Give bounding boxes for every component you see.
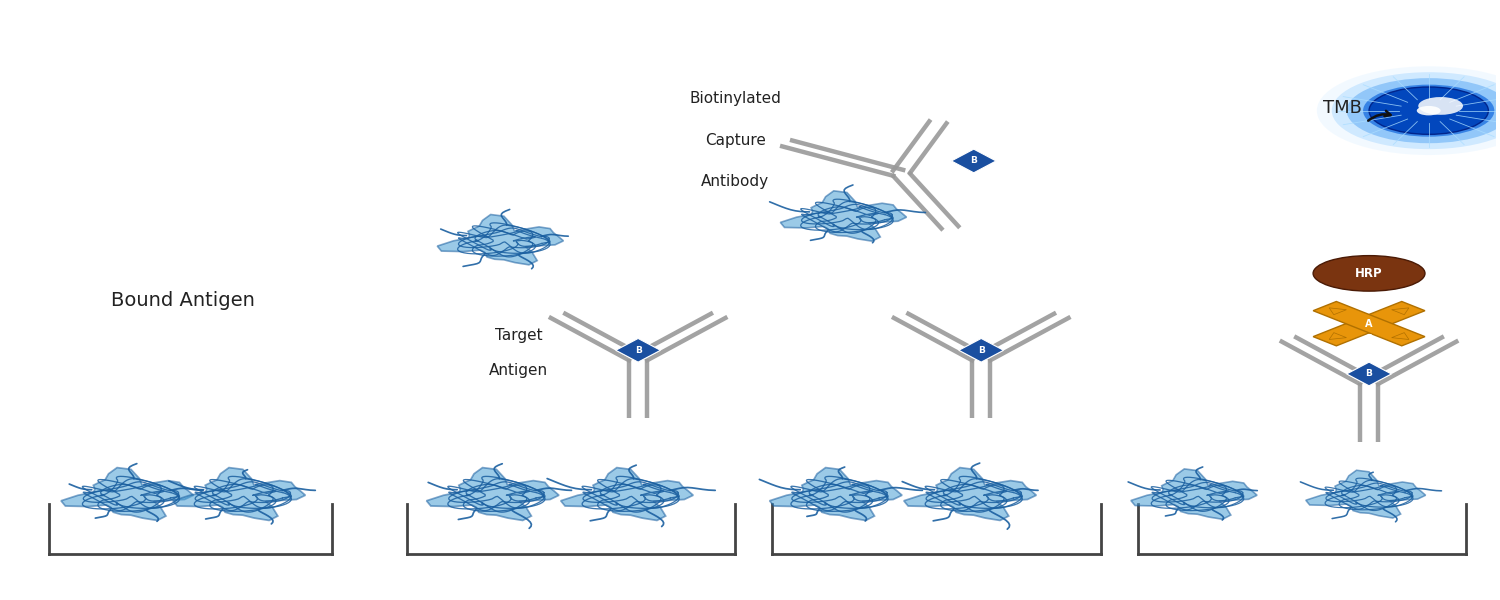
Text: TMB: TMB xyxy=(1323,99,1362,117)
Text: B: B xyxy=(970,157,976,166)
Polygon shape xyxy=(1329,308,1347,315)
Polygon shape xyxy=(1312,301,1425,346)
Polygon shape xyxy=(426,467,560,520)
Text: B: B xyxy=(978,346,984,355)
Polygon shape xyxy=(780,191,906,241)
Polygon shape xyxy=(904,467,1036,520)
Polygon shape xyxy=(1306,470,1425,518)
Text: A: A xyxy=(1365,319,1372,329)
Polygon shape xyxy=(1329,332,1347,340)
Circle shape xyxy=(1419,97,1462,115)
Text: Capture: Capture xyxy=(705,133,765,148)
Polygon shape xyxy=(1392,308,1408,315)
Polygon shape xyxy=(958,338,1004,362)
Polygon shape xyxy=(172,467,306,520)
Ellipse shape xyxy=(1312,256,1425,291)
Text: Antigen: Antigen xyxy=(489,364,549,379)
Circle shape xyxy=(1418,106,1440,115)
Text: B: B xyxy=(1365,370,1372,379)
Polygon shape xyxy=(438,215,564,265)
Text: Biotinylated: Biotinylated xyxy=(688,91,782,106)
Polygon shape xyxy=(62,467,194,520)
Circle shape xyxy=(1347,78,1500,143)
Text: Target: Target xyxy=(495,328,543,343)
Polygon shape xyxy=(1347,362,1392,386)
Circle shape xyxy=(1317,66,1500,155)
Polygon shape xyxy=(561,467,693,520)
Polygon shape xyxy=(1131,469,1257,519)
Text: Bound Antigen: Bound Antigen xyxy=(111,290,255,310)
Circle shape xyxy=(1364,85,1494,137)
Text: B: B xyxy=(1366,334,1372,343)
Text: B: B xyxy=(634,346,642,355)
Polygon shape xyxy=(951,149,996,173)
Polygon shape xyxy=(1392,332,1408,340)
Text: HRP: HRP xyxy=(1354,267,1383,280)
Circle shape xyxy=(1332,72,1500,149)
Polygon shape xyxy=(1312,301,1425,346)
Circle shape xyxy=(1370,87,1488,134)
Polygon shape xyxy=(770,467,902,520)
Text: Antibody: Antibody xyxy=(700,174,770,189)
Polygon shape xyxy=(615,338,660,362)
